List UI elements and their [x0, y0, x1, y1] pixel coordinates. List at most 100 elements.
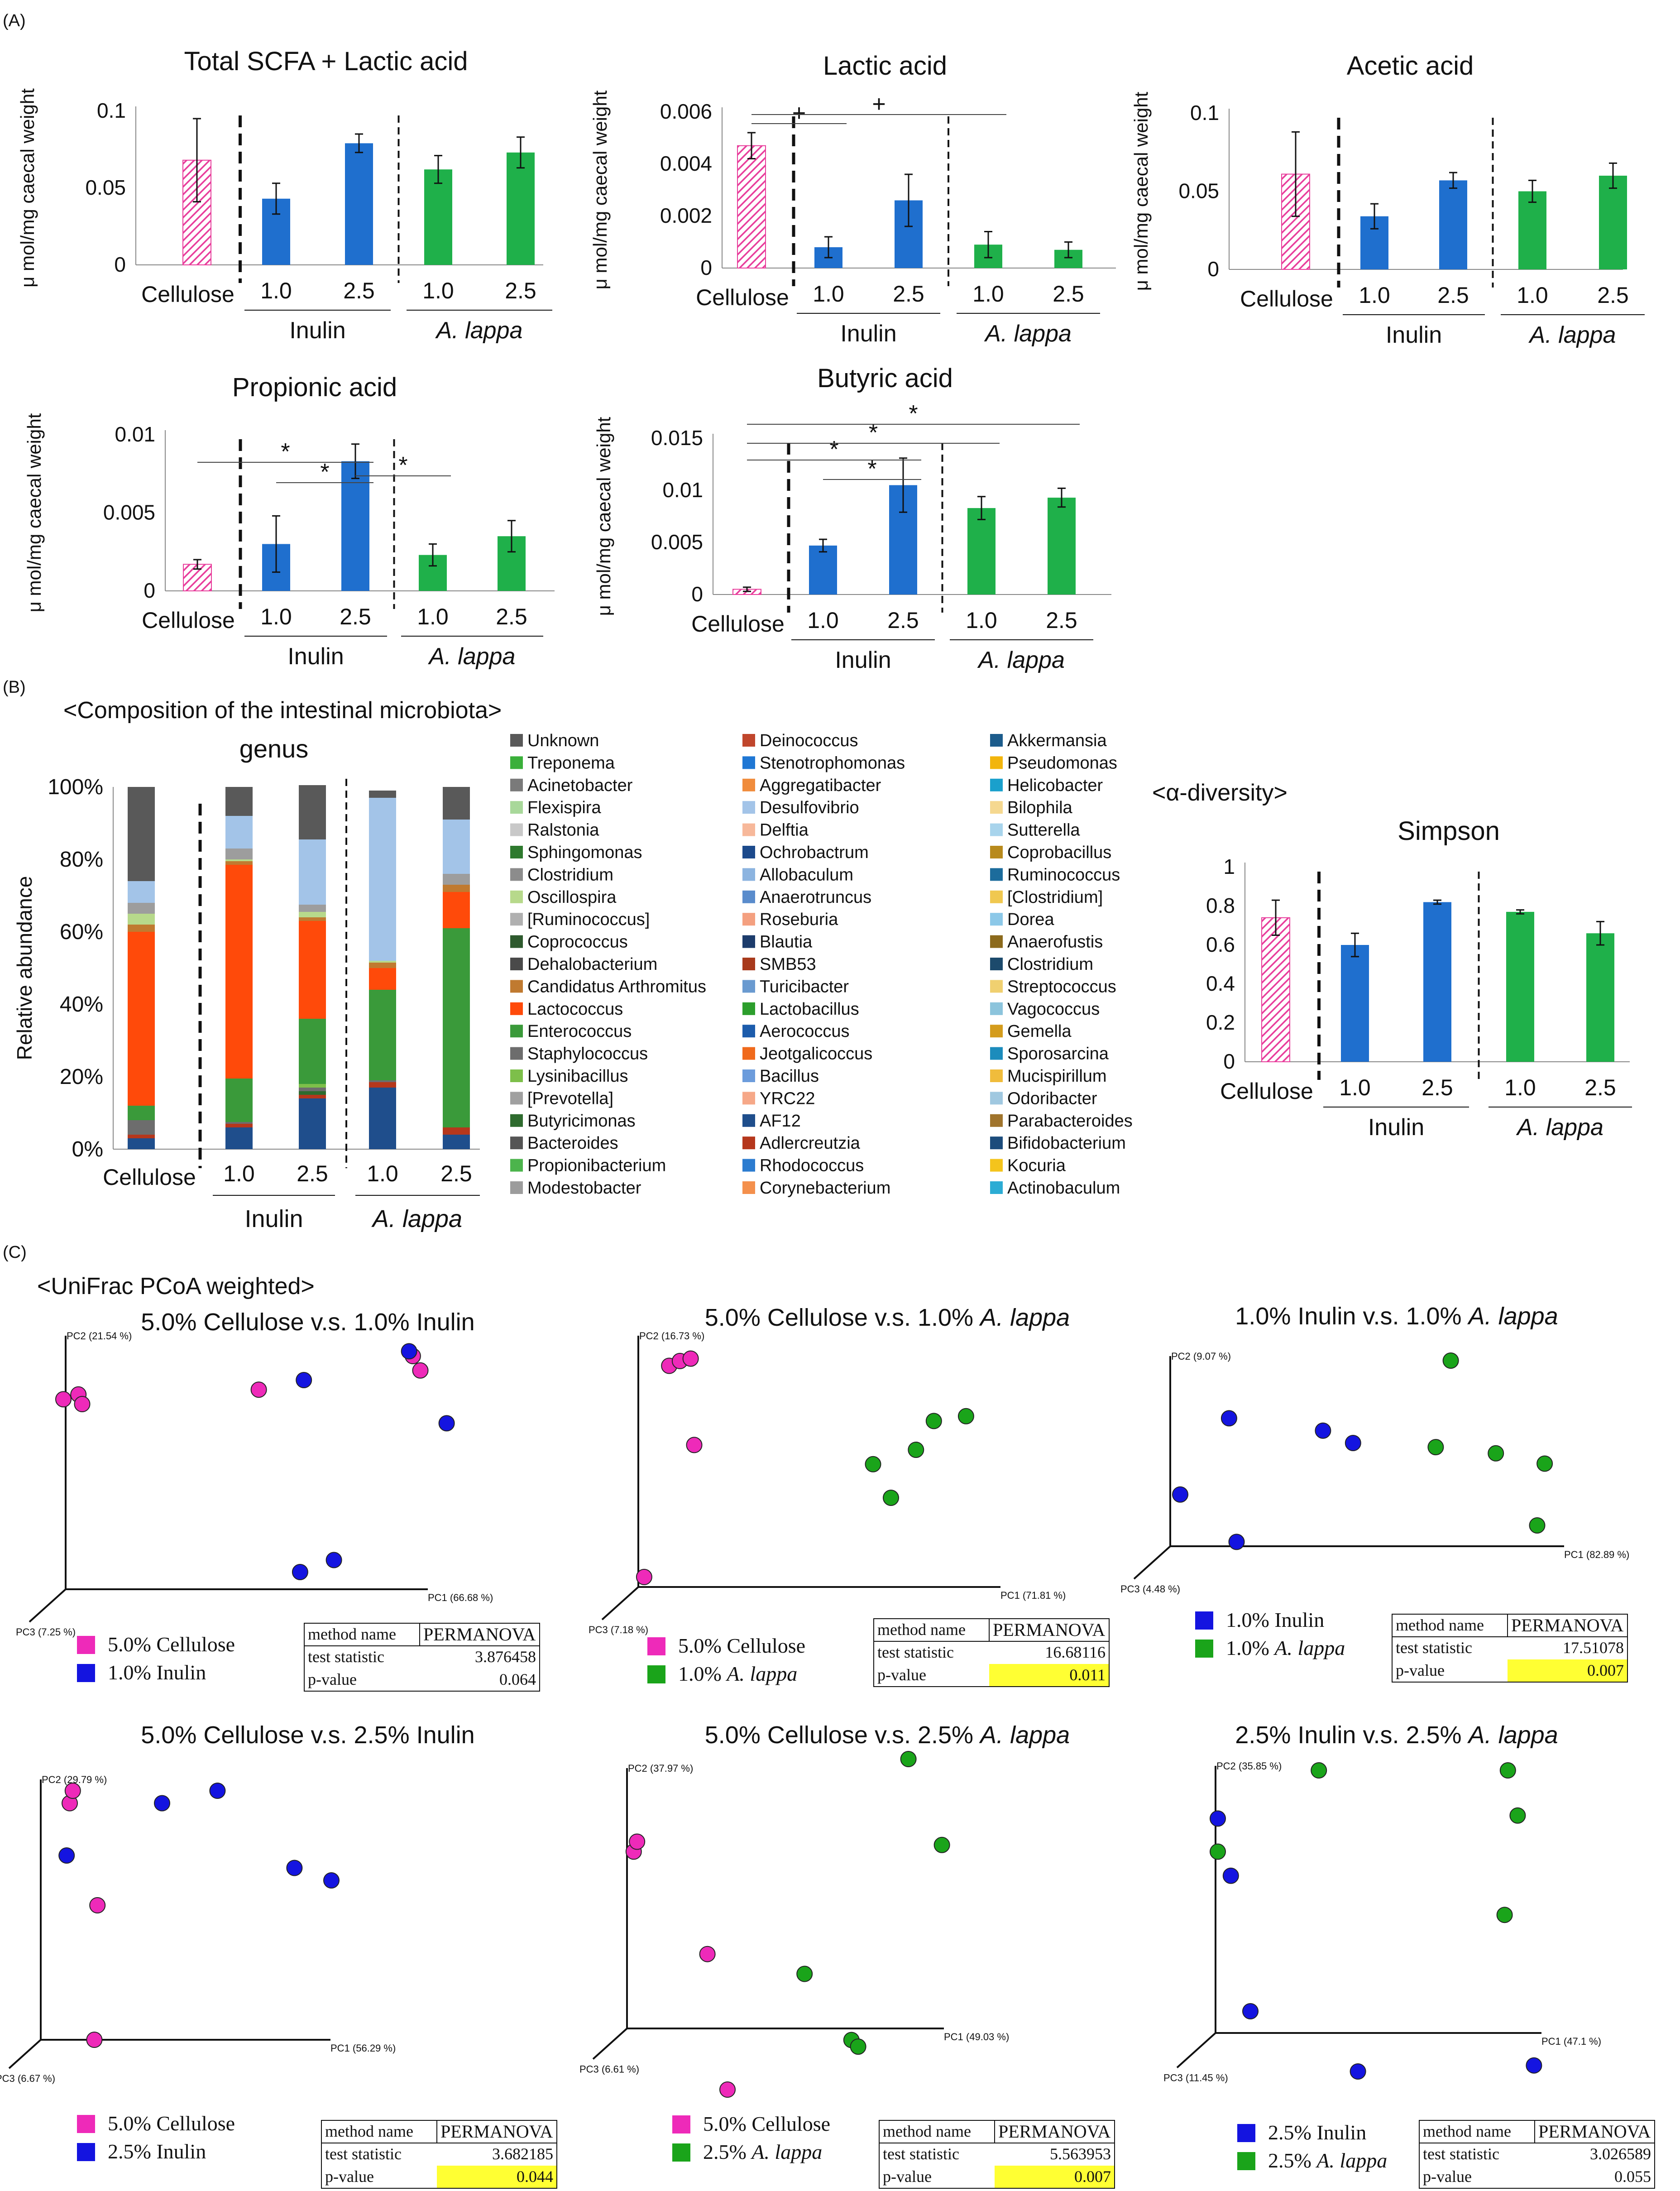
- table-p-label: p-value: [883, 2167, 932, 2186]
- microbiota-heading: <Composition of the intestinal microbiot…: [63, 697, 502, 724]
- stack-segment: [443, 874, 470, 885]
- x-tick-label: 2.5: [505, 278, 536, 303]
- sample-point: [1221, 1410, 1237, 1427]
- table-stat-label: test statistic: [325, 2145, 402, 2163]
- pc3-axis: [29, 1588, 67, 1623]
- sample-point: [1210, 1843, 1226, 1860]
- legend-swatch: [510, 958, 523, 970]
- x-tick-label: 2.5: [297, 1161, 328, 1186]
- legend-label: 1.0% A. lappa: [1226, 1636, 1345, 1659]
- legend-part: A. lappa: [725, 1662, 797, 1685]
- table-border: [321, 2120, 557, 2189]
- stack-segment: [443, 1135, 470, 1149]
- legend-label: 5.0% Cellulose: [108, 2112, 235, 2135]
- stack-segment: [443, 787, 470, 820]
- legend-label: Candidatus Arthromitus: [527, 977, 706, 996]
- legend-label: Coprococcus: [527, 933, 628, 952]
- legend-swatch: [510, 1092, 523, 1105]
- y-tick-label: 0.006: [660, 100, 712, 123]
- pc3-label: PC3 (4.48 %): [1120, 1583, 1180, 1595]
- chart-title: 5.0% Cellulose v.s. 2.5% Inulin: [141, 1721, 474, 1749]
- sample-point: [438, 1415, 455, 1432]
- acetic-acid-chart: Acetic acid μ mol/mg caecal weight 0 0.05 0.…: [1130, 51, 1645, 348]
- pc2-label: PC2 (37.97 %): [628, 1763, 693, 1774]
- legend-label: Jeotgalicoccus: [760, 1045, 872, 1064]
- chart-title: 1.0% Inulin v.s. 1.0% A. lappa: [1235, 1303, 1558, 1330]
- sample-point: [636, 1568, 652, 1585]
- legend-label: Dehalobacterium: [527, 955, 657, 974]
- stack-segment: [299, 921, 326, 1019]
- table-method-value: PERMANOVA: [998, 2121, 1110, 2142]
- stack-segment: [225, 1122, 253, 1124]
- table-stat-value: 3.682185: [492, 2145, 553, 2163]
- x-tick-label: 1.0: [1504, 1075, 1536, 1100]
- chart-title: Total SCFA + Lactic acid: [184, 47, 468, 76]
- legend-swatch: [742, 734, 755, 747]
- legend-label: Ochrobactrum: [760, 843, 869, 862]
- legend-label: Desulfovibrio: [760, 798, 859, 817]
- stack-segment: [128, 925, 155, 932]
- bar: [424, 169, 452, 265]
- table-method-value: PERMANOVA: [440, 2121, 553, 2142]
- propionic-acid-chart: Propionic acid μ mol/mg caecal weight 0 0.0…: [24, 373, 555, 670]
- legend-swatch: [990, 913, 1003, 926]
- legend-swatch: [742, 1002, 755, 1015]
- legend-label: Bacillus: [760, 1067, 819, 1086]
- legend-swatch: [742, 935, 755, 948]
- stack-segment: [128, 881, 155, 903]
- bar: [345, 143, 373, 265]
- pcoa-inulin-vs-lappa-1: 1.0% Inulin v.s. 1.0% A. lappa PC2 (9.07 …: [1120, 1303, 1629, 1683]
- significance-mark: *: [829, 436, 838, 463]
- pcoa-cellulose-vs-inulin-1: 5.0% Cellulose v.s. 1.0% Inulin PC2 (21.5…: [16, 1309, 540, 1692]
- table-p-label: p-value: [308, 1670, 357, 1688]
- bar: [341, 461, 369, 591]
- legend-label: Staphylococcus: [527, 1045, 648, 1064]
- x-tick-label: 2.5: [1422, 1075, 1453, 1100]
- y-tick-label: 0: [1207, 257, 1219, 281]
- legend-swatch: [510, 1025, 523, 1038]
- legend-label: Dorea: [1007, 910, 1054, 929]
- table-p-value: 0.011: [1069, 1666, 1106, 1684]
- bar: [1423, 902, 1451, 1062]
- y-axis-label: μ mol/mg caecal weight: [1130, 91, 1152, 291]
- sample-point: [1488, 1445, 1504, 1462]
- legend-swatch: [742, 1069, 755, 1082]
- legend-swatch: [510, 734, 523, 747]
- simpson-diversity-chart: Simpson 0 0.2 0.4 0.6 0.8 1 Cellulose 1.0 2.5 1.0 2…: [1206, 816, 1632, 1141]
- y-tick-label: 0.05: [1178, 179, 1219, 203]
- legend-label: Lysinibacillus: [527, 1067, 628, 1086]
- table-border: [873, 1618, 1110, 1687]
- table-stat-value: 5.563953: [1050, 2145, 1111, 2163]
- stack-segment: [369, 961, 396, 963]
- legend-label: Gemella: [1007, 1022, 1072, 1041]
- legend-swatch: [510, 1181, 523, 1194]
- stack-segment: [299, 905, 326, 912]
- legend-swatch: [742, 846, 755, 858]
- y-tick-label: 0.005: [651, 530, 703, 554]
- legend-swatch: [647, 1665, 665, 1683]
- legend-label: Deinococcus: [760, 731, 858, 750]
- table-stat-value: 17.51078: [1563, 1639, 1624, 1657]
- significance-mark: *: [320, 459, 329, 485]
- legend-label: Roseburia: [760, 910, 838, 929]
- legend-label: 5.0% Cellulose: [678, 1634, 805, 1657]
- legend-label: Bifidobacterium: [1007, 1134, 1126, 1153]
- table-method-label: method name: [325, 2122, 413, 2140]
- legend-swatch: [510, 1047, 523, 1060]
- sample-point: [286, 1860, 303, 1876]
- sample-point: [957, 1408, 974, 1424]
- stack-segment: [128, 903, 155, 914]
- y-tick-label: 0: [114, 253, 126, 276]
- legend-swatch: [990, 801, 1003, 814]
- legend-swatch: [990, 846, 1003, 858]
- stack-segment: [299, 917, 326, 921]
- chart-title: Butyric acid: [817, 364, 953, 393]
- bar: [737, 145, 766, 268]
- y-tick-label: 0.4: [1206, 972, 1235, 995]
- legend-swatch: [742, 823, 755, 836]
- legend-swatch: [990, 958, 1003, 970]
- stack-segment: [369, 963, 396, 968]
- legend-swatch: [742, 756, 755, 769]
- legend-swatch: [990, 980, 1003, 993]
